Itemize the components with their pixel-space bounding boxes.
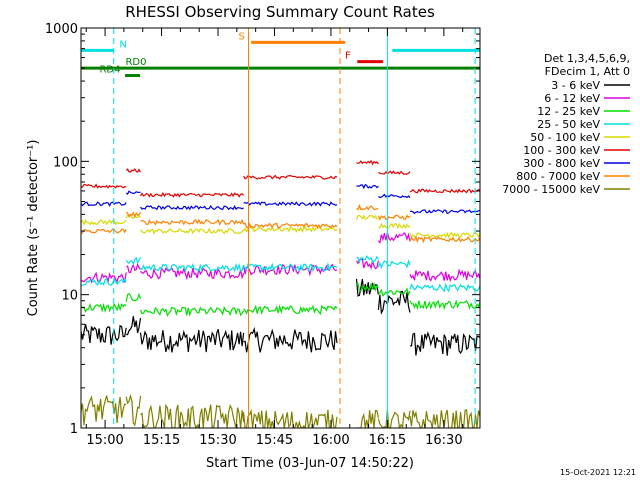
footer-date: 15-Oct-2021 12:21 — [560, 468, 636, 477]
legend-entry-label: 3 - 6 keV — [551, 79, 600, 92]
chart-title: RHESSI Observing Summary Count Rates — [125, 3, 435, 21]
y-tick-label: 1 — [70, 422, 78, 437]
x-tick-label: 15:15 — [143, 433, 180, 448]
legend-entry-label: 100 - 300 keV — [523, 144, 600, 157]
status-bar-label: RD4 — [99, 65, 120, 76]
legend-entry-label: 6 - 12 keV — [544, 92, 600, 105]
legend-entry-label: 50 - 100 keV — [530, 131, 600, 144]
legend-header: FDecim 1, Att 0 — [545, 65, 630, 78]
status-bar-label: RD0 — [125, 57, 146, 68]
status-bar-label: F — [345, 51, 351, 62]
legend-header: Det 1,3,4,5,6,9, — [544, 52, 630, 65]
y-tick-label: 10 — [61, 289, 78, 304]
legend-entry-label: 25 - 50 keV — [537, 118, 600, 131]
x-tick-label: 15:00 — [86, 433, 123, 448]
y-axis-label: Count Rate (s⁻¹ detector⁻¹) — [26, 140, 41, 317]
x-tick-label: 15:30 — [199, 433, 236, 448]
y-tick-label: 100 — [53, 155, 78, 170]
x-tick-label: 16:00 — [312, 433, 349, 448]
x-tick-label: 15:45 — [256, 433, 293, 448]
legend-entry-label: 300 - 800 keV — [523, 157, 600, 170]
x-axis-label: Start Time (03-Jun-07 14:50:22) — [206, 456, 414, 471]
status-bar-label: N — [119, 39, 126, 50]
x-tick-label: 16:15 — [369, 433, 406, 448]
legend-entry-label: 7000 - 15000 keV — [502, 183, 600, 196]
y-tick-label: 1000 — [45, 22, 78, 37]
legend-entry-label: 800 - 7000 keV — [516, 170, 600, 183]
status-bar-label: S — [239, 31, 245, 42]
x-tick-label: 16:30 — [425, 433, 462, 448]
legend-entry-label: 12 - 25 keV — [537, 105, 600, 118]
